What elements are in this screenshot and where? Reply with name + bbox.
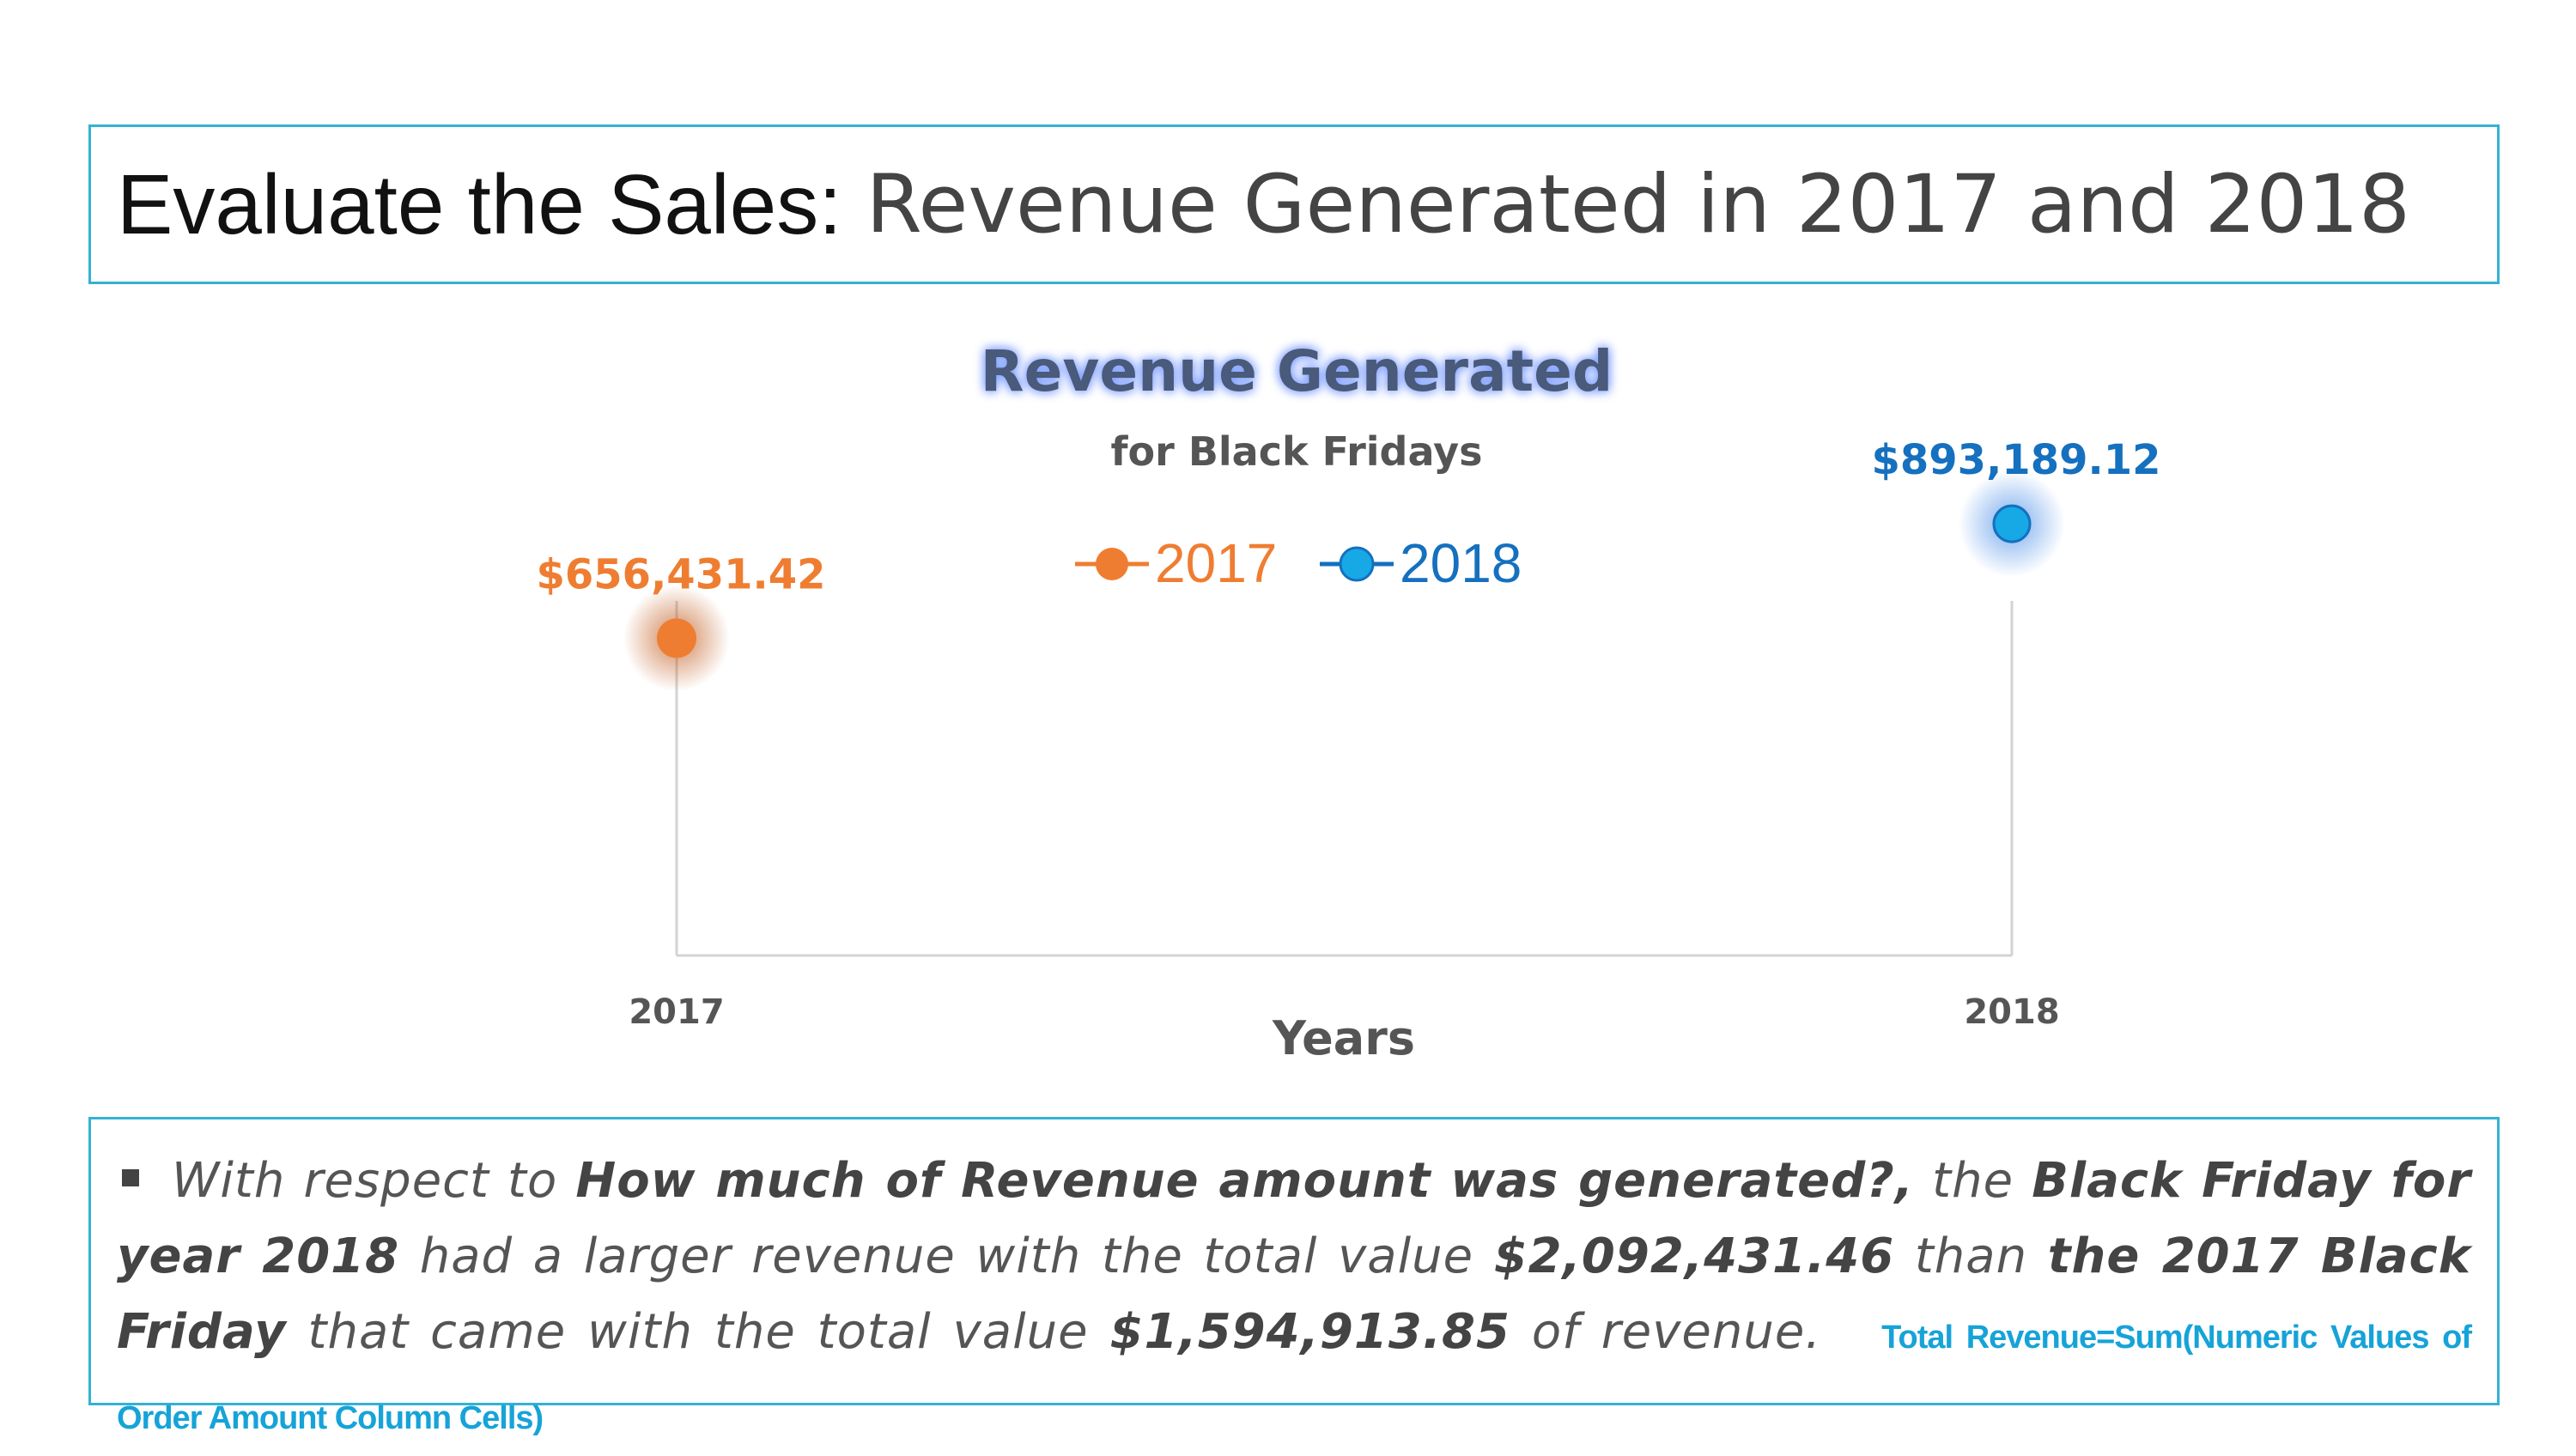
chart-subtitle: for Black Fridays [1111,428,1483,475]
summary-frame: With respect to How much of Revenue amou… [88,1117,2500,1436]
x-axis-label: Years [1272,1011,1415,1065]
title-frame: Evaluate the Sales: Revenue Generated in… [88,124,2500,284]
summary-part-5: that came with the total value [286,1304,1110,1360]
legend-item-2017: 2017 [1075,532,1277,594]
summary-text: With respect to How much of Revenue amou… [117,1144,2472,1456]
legend-marker-2017 [1096,548,1128,580]
title-main: Revenue Generated in 2017 and 2018 [866,157,2410,252]
x-tick-2017: 2017 [629,992,724,1032]
summary-part-4: than [1894,1228,2048,1284]
summary-part-3: had a larger revenue with the total valu… [399,1228,1494,1284]
summary-2018-total: $2,092,431.46 [1493,1228,1895,1284]
legend-marker-2018 [1339,546,1375,582]
data-point-2018 [1992,504,2032,543]
bullet-icon [122,1168,139,1186]
page-title: Evaluate the Sales: Revenue Generated in… [117,127,2410,282]
x-tick-2018: 2018 [1964,992,2059,1032]
summary-2018-event: Black Friday for year 2018 [117,1153,2471,1284]
legend-item-2018: 2018 [1320,532,1522,594]
title-prefix: Evaluate the Sales: [117,156,842,252]
revenue-chart: Revenue Generated for Black Fridays 2017… [536,338,2160,1065]
data-point-2017 [657,618,696,658]
summary-part-2: the [1914,1153,2032,1209]
summary-2017-event: the 2017 Black Friday [117,1228,2471,1360]
data-label-2018: $893,189.12 [1871,436,2160,484]
summary-part-1: With respect to [172,1153,576,1209]
legend: 2017 2018 [1075,532,1522,594]
legend-label-2017: 2017 [1155,532,1277,594]
data-label-2017: $656,431.42 [536,550,825,598]
chart-title: Revenue Generated [981,338,1613,404]
summary-question: How much of Revenue amount was generated… [575,1153,1915,1209]
summary-2017-total: $1,594,913.85 [1109,1304,1510,1360]
legend-label-2018: 2018 [1400,532,1522,594]
revenue-formula: Total Revenue=Sum(Numeric Values of Orde… [117,1320,2472,1436]
summary-part-6: of revenue. [1510,1304,1822,1360]
